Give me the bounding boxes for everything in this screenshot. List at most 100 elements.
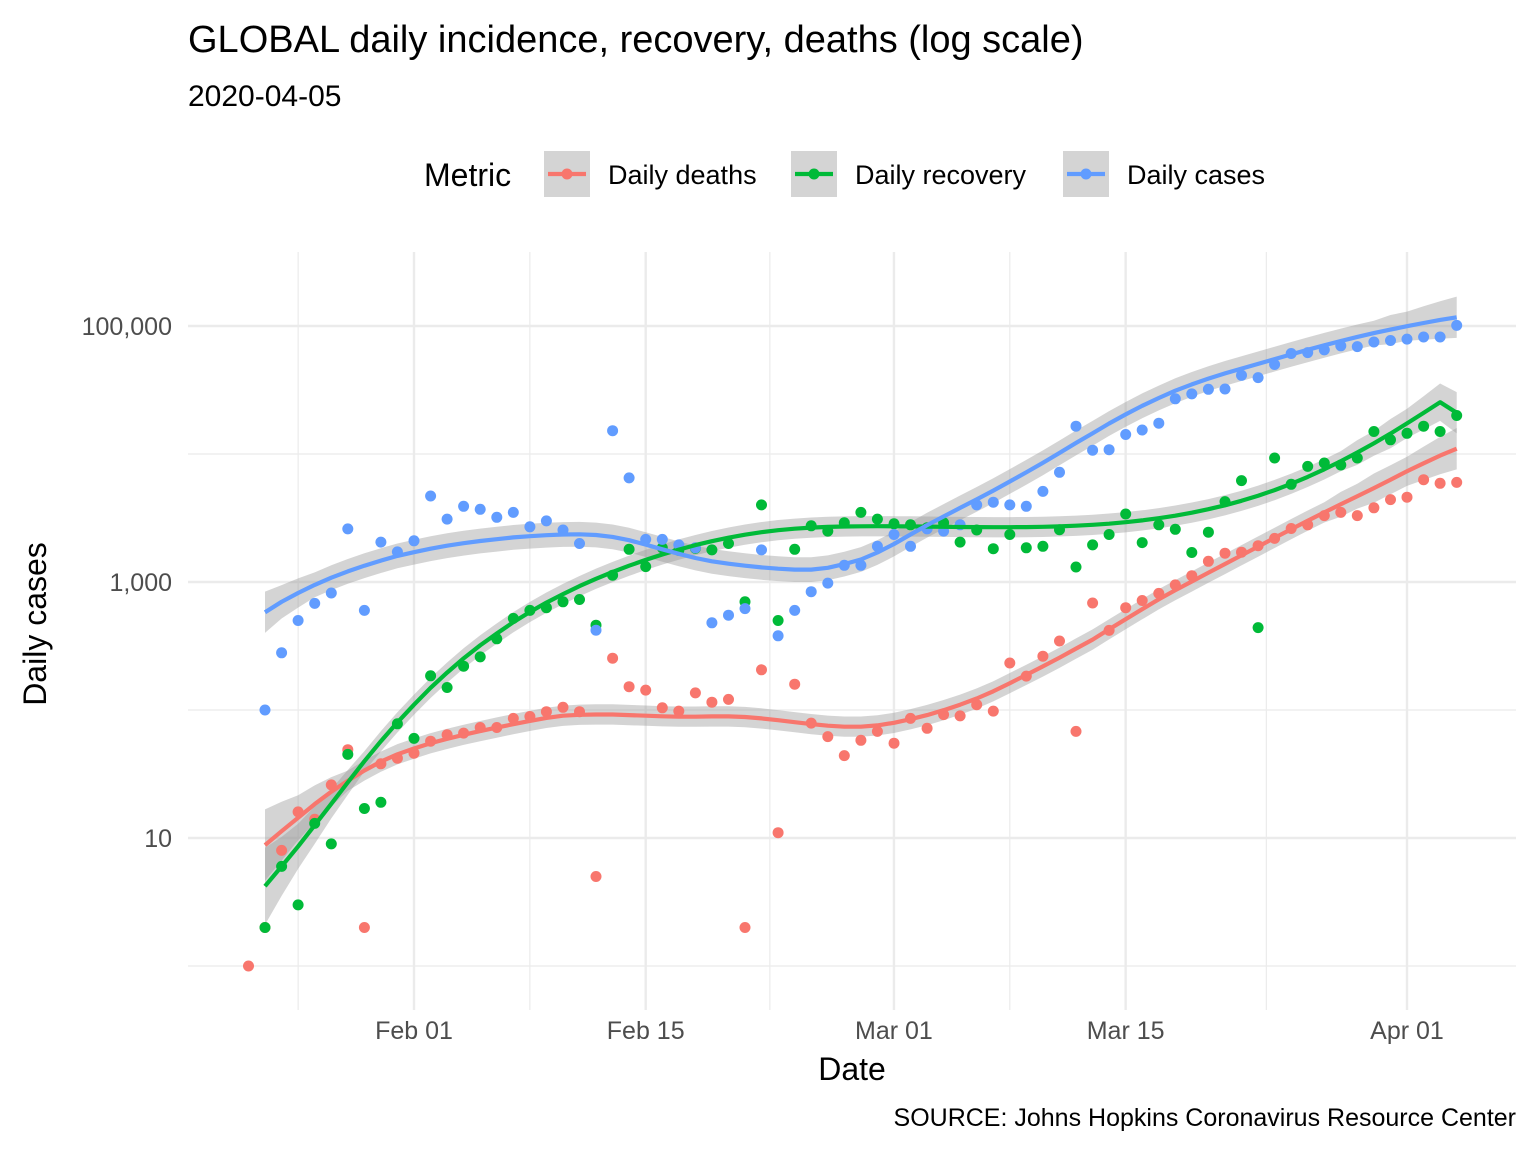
data-points xyxy=(243,319,1463,972)
data-point xyxy=(1401,427,1413,439)
data-point xyxy=(1054,635,1065,647)
data-point xyxy=(888,737,900,749)
data-point xyxy=(1054,466,1065,478)
data-point xyxy=(243,960,254,972)
legend-label: Daily recovery xyxy=(855,160,1027,190)
data-point xyxy=(507,506,519,518)
legend-item: Daily cases xyxy=(1063,151,1265,197)
data-point xyxy=(1401,333,1413,345)
data-point xyxy=(987,496,999,508)
x-tick-label: Mar 15 xyxy=(1087,1017,1165,1045)
data-point xyxy=(838,750,850,762)
data-point xyxy=(1020,542,1032,554)
legend-title: Metric xyxy=(424,157,511,193)
data-point xyxy=(623,472,635,484)
data-point xyxy=(276,647,288,659)
data-point xyxy=(375,796,387,808)
data-point xyxy=(706,696,718,708)
data-point xyxy=(1252,622,1264,634)
data-point xyxy=(458,500,470,512)
data-point xyxy=(1434,477,1446,489)
data-point xyxy=(673,705,685,717)
data-point xyxy=(789,543,801,555)
data-point xyxy=(1136,424,1148,436)
data-point xyxy=(772,827,784,839)
data-point xyxy=(1169,393,1181,405)
data-point xyxy=(1219,547,1231,559)
data-point xyxy=(640,561,652,573)
data-point xyxy=(358,604,370,616)
data-point xyxy=(1202,383,1214,395)
data-point xyxy=(325,587,337,599)
data-point xyxy=(855,506,867,518)
axis-ticks: 10 1,000 100,000 Feb 01 Feb 15 Mar 01 Mar 15 Ap… xyxy=(82,313,1444,1045)
data-point xyxy=(1004,499,1016,511)
chart-title: GLOBAL daily incidence, recovery, deaths… xyxy=(188,19,1084,61)
confidence-bands xyxy=(265,296,1457,925)
data-point xyxy=(1236,369,1247,381)
legend-key-point xyxy=(1080,168,1092,180)
data-point xyxy=(1020,500,1032,512)
data-point xyxy=(1302,460,1314,472)
data-point xyxy=(1351,510,1363,522)
smooth-line xyxy=(263,315,1458,615)
data-point xyxy=(855,559,867,571)
data-point xyxy=(425,490,437,502)
legend-item: Daily deaths xyxy=(544,151,757,197)
data-point xyxy=(1418,420,1430,432)
data-point xyxy=(1070,725,1082,737)
data-point xyxy=(1368,336,1380,348)
smooth-line xyxy=(263,400,1458,888)
y-axis-title: Daily cases xyxy=(17,542,53,706)
legend-label: Daily cases xyxy=(1127,160,1265,190)
data-point xyxy=(1368,426,1380,437)
data-point xyxy=(607,425,619,437)
data-point xyxy=(756,544,767,556)
data-point xyxy=(507,712,519,724)
data-point xyxy=(1202,526,1214,538)
data-point xyxy=(1136,537,1148,549)
data-point xyxy=(723,538,734,549)
data-point xyxy=(822,577,834,589)
data-point xyxy=(259,922,271,933)
chart-subtitle: 2020-04-05 xyxy=(188,80,341,113)
data-point xyxy=(706,544,718,556)
data-point xyxy=(789,604,801,616)
data-point xyxy=(1120,602,1132,614)
y-tick-label: 10 xyxy=(144,825,172,853)
data-point xyxy=(607,652,619,664)
x-tick-label: Feb 15 xyxy=(607,1017,685,1045)
data-point xyxy=(756,499,767,511)
data-point xyxy=(358,803,370,814)
data-point xyxy=(590,624,602,636)
data-point xyxy=(954,536,966,548)
data-point xyxy=(739,922,751,933)
data-point xyxy=(1351,341,1363,353)
data-point xyxy=(441,682,453,693)
data-point xyxy=(524,521,536,533)
data-point xyxy=(292,899,304,911)
data-point xyxy=(871,513,883,525)
data-point xyxy=(1451,476,1463,488)
data-point xyxy=(1153,519,1165,531)
data-point xyxy=(656,702,668,714)
x-tick-label: Feb 01 xyxy=(375,1017,453,1045)
data-point xyxy=(1335,506,1347,518)
y-tick-label: 1,000 xyxy=(109,569,172,597)
data-point xyxy=(1385,494,1396,506)
data-point xyxy=(1037,540,1049,552)
data-point xyxy=(905,540,916,552)
data-point xyxy=(1120,508,1132,520)
x-tick-label: Mar 01 xyxy=(855,1017,933,1045)
data-point xyxy=(1219,383,1231,395)
x-axis-title: Date xyxy=(818,1051,886,1087)
data-point xyxy=(1186,388,1198,400)
data-point xyxy=(474,651,486,663)
data-point xyxy=(971,699,983,711)
data-point xyxy=(590,871,602,882)
data-point xyxy=(1103,444,1115,456)
data-point xyxy=(689,687,701,699)
data-point xyxy=(921,722,933,734)
data-point xyxy=(888,529,900,540)
